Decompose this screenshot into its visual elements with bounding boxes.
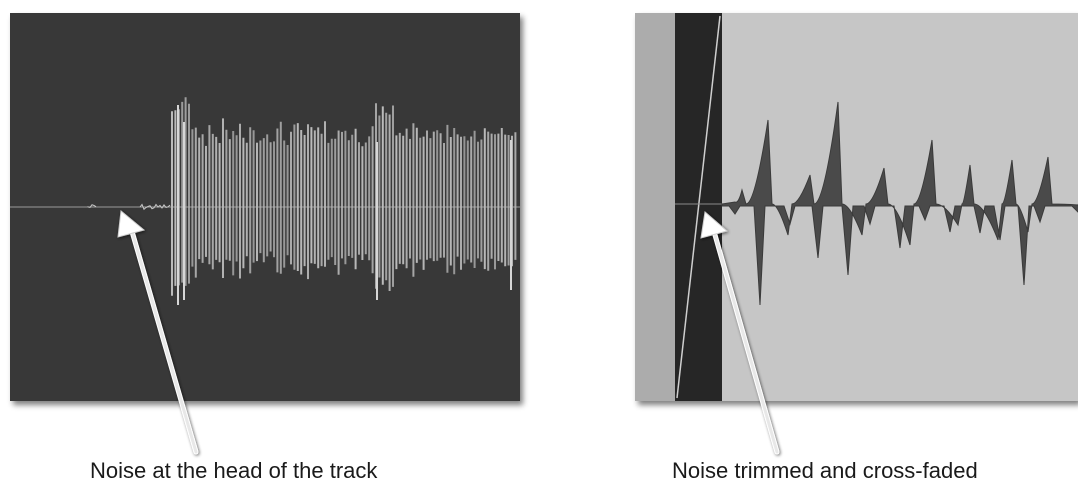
right-waveform	[721, 101, 1078, 306]
right-arrowhead	[700, 211, 729, 239]
left-arrow	[117, 210, 199, 455]
left-waveform	[171, 97, 517, 305]
left-arrowhead	[117, 210, 146, 238]
right-caption: Noise trimmed and cross-faded	[672, 458, 978, 483]
left-waveform-panel	[10, 13, 520, 401]
right-arrow	[700, 211, 780, 455]
trimmed-region	[635, 13, 675, 401]
right-waveform-panel	[635, 13, 1078, 401]
left-caption: Noise at the head of the track	[90, 458, 378, 483]
left-noise-squiggles	[87, 203, 171, 211]
fade-in-curve	[676, 15, 721, 399]
